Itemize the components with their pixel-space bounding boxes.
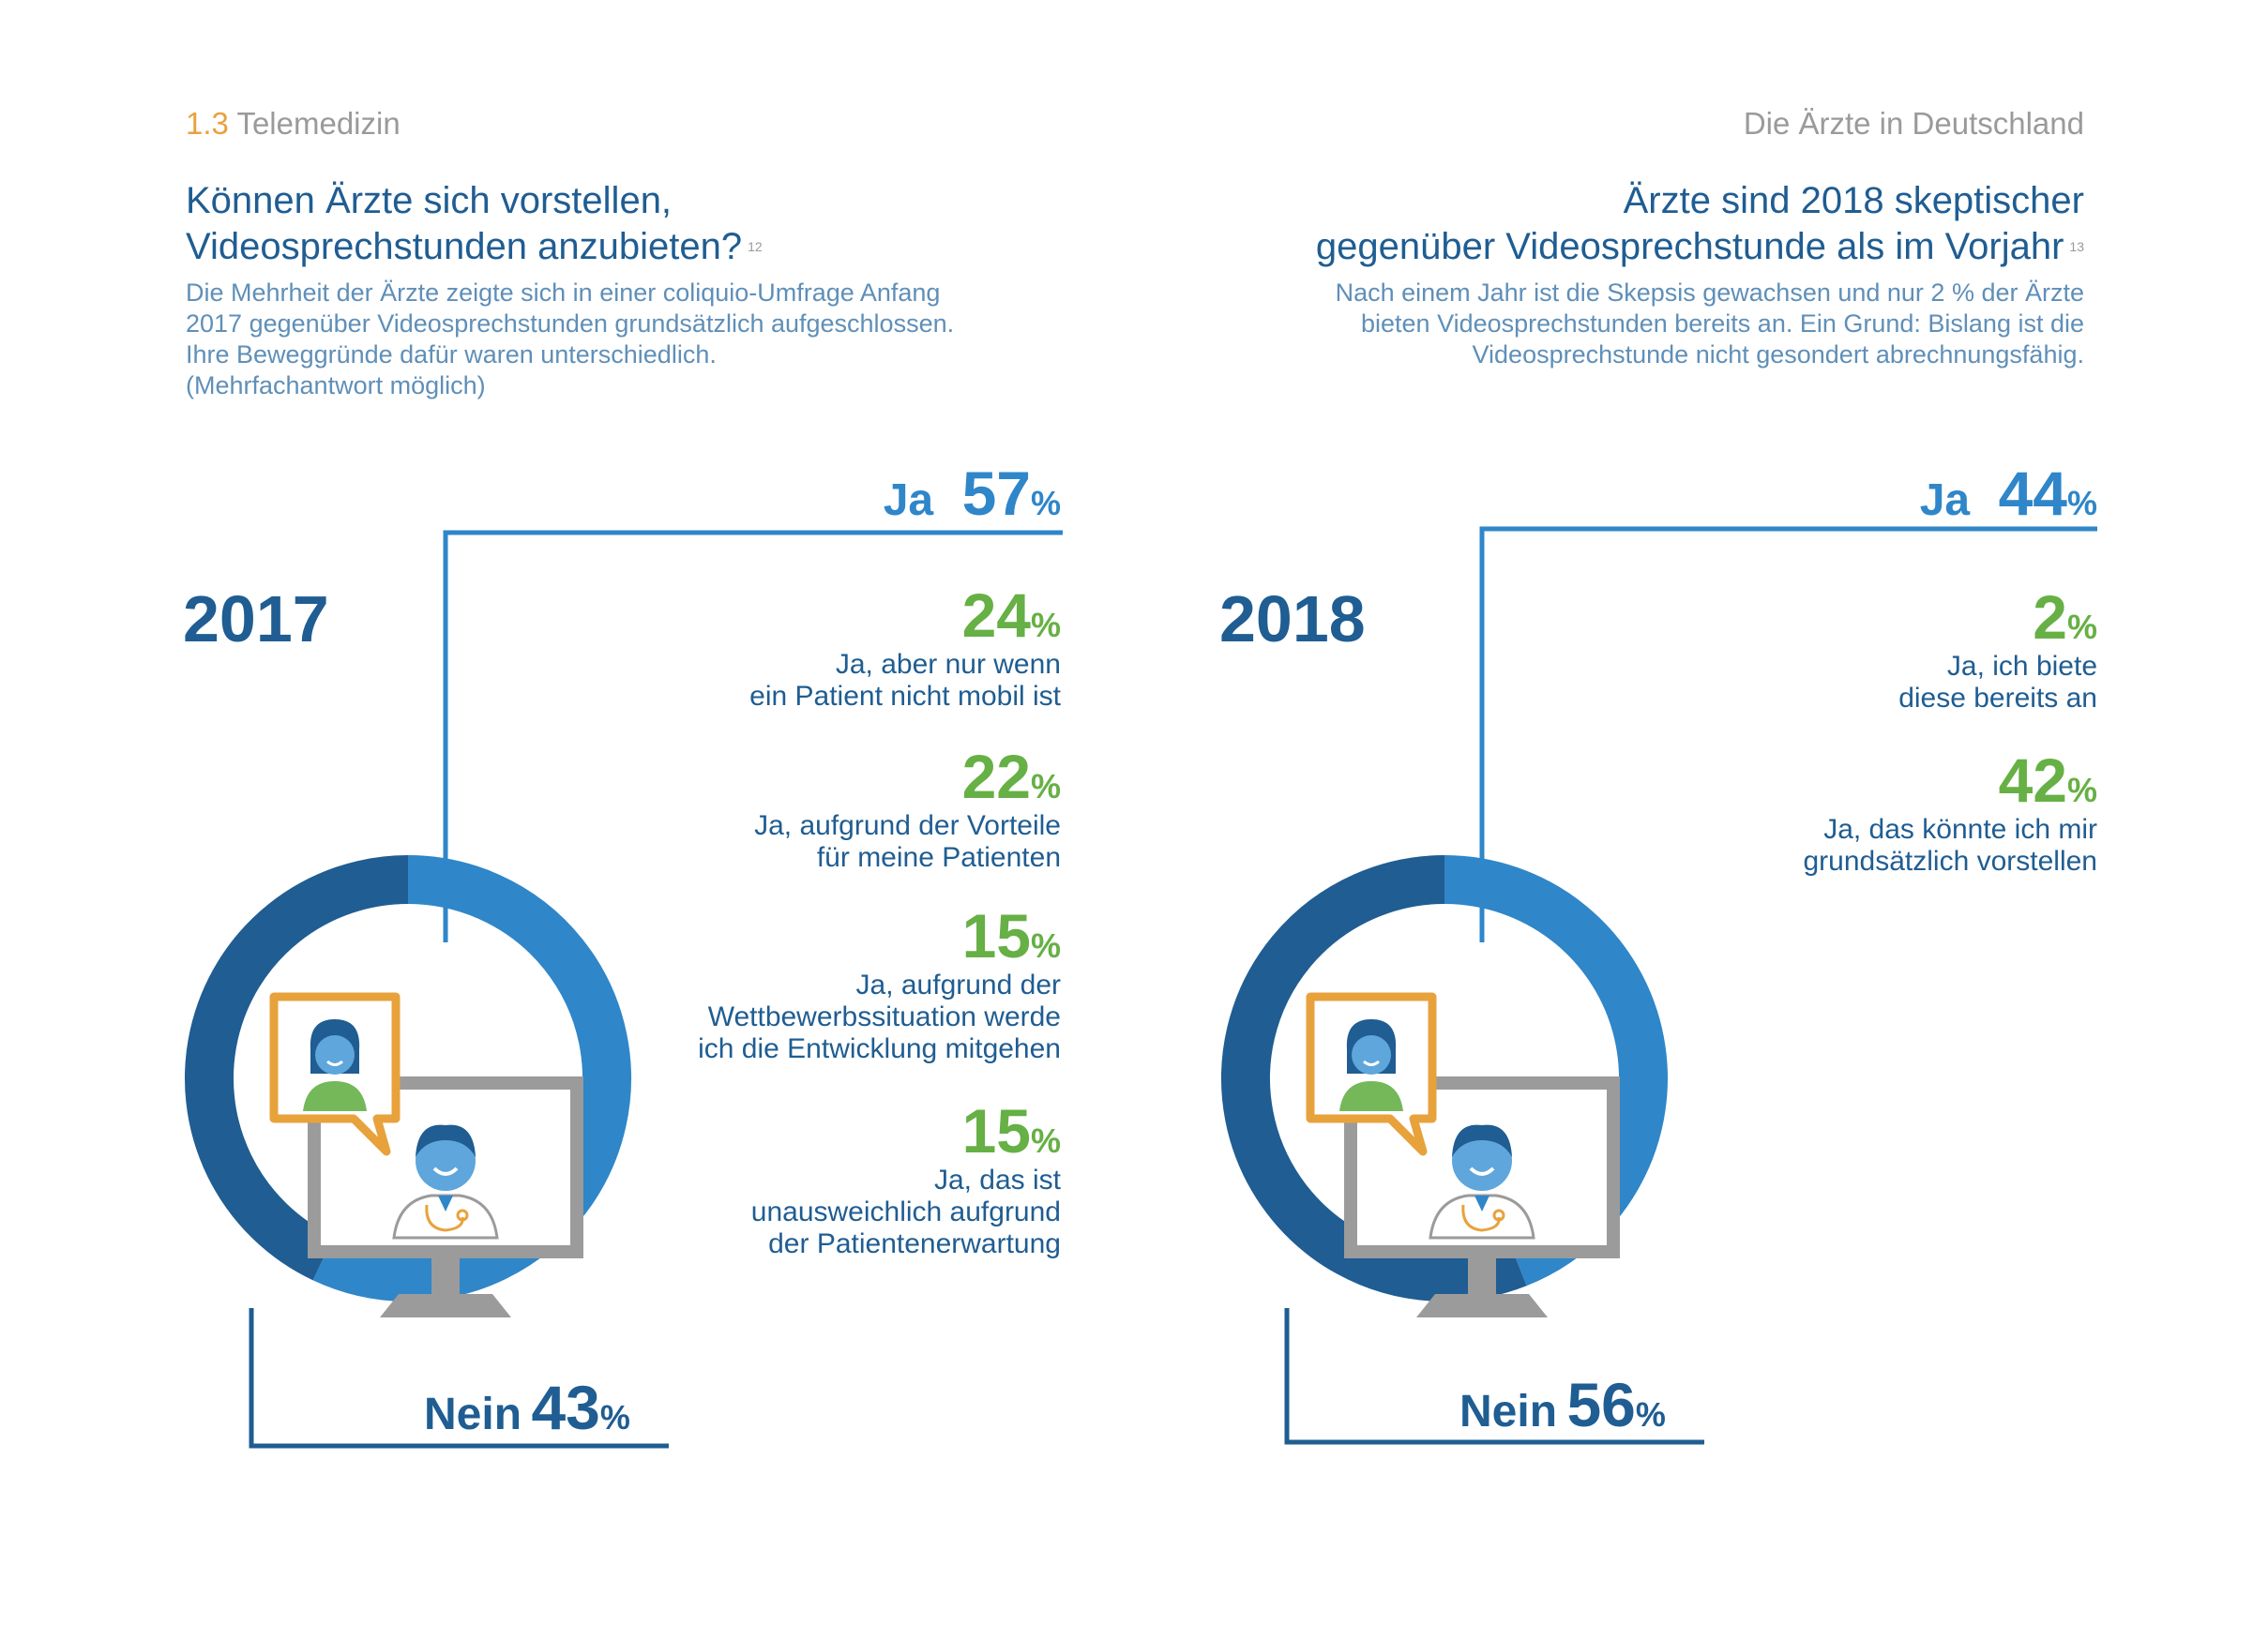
percent-sign: % xyxy=(1030,606,1061,644)
breakdown-item-2017-4: 15% Ja, das ist unausweichlich aufgrund … xyxy=(751,1097,1061,1260)
breakdown-label: für meine Patienten xyxy=(816,842,1061,873)
nein-label: Nein xyxy=(1459,1387,1558,1437)
left-intro-line: 2017 gegenüber Videosprechstunden grunds… xyxy=(186,309,955,338)
percent-sign: % xyxy=(2066,484,2097,522)
nein-value: 43 xyxy=(531,1373,600,1442)
telemedicine-illustration-2017 xyxy=(269,992,583,1317)
nein-connector-2018 xyxy=(1284,1308,1704,1445)
patient-icon xyxy=(303,1019,367,1111)
right-footnote: 13 xyxy=(2069,239,2084,254)
patient-speech-bubble xyxy=(269,992,401,1156)
monitor-base xyxy=(380,1294,511,1317)
right-intro-line: bieten Videosprechstunden bereits an. Ei… xyxy=(1361,309,2084,338)
nein-connector-2017 xyxy=(249,1308,669,1449)
donut-segment-nein-2018 xyxy=(1221,855,1527,1302)
breakdown-label: Wettbewerbssituation werde xyxy=(707,1001,1061,1032)
breakdown-label: Ja, aufgrund der Vorteile xyxy=(754,810,1061,841)
left-intro-line: Die Mehrheit der Ärzte zeigte sich in ei… xyxy=(186,278,941,307)
doctor-icon xyxy=(1429,1124,1535,1240)
ja-connector-2018 xyxy=(1479,526,2097,942)
ja-label: Ja xyxy=(883,475,934,525)
breakdown-label: Ja, das ist xyxy=(933,1165,1061,1196)
section-title: Telemedizin xyxy=(236,106,401,141)
percent-sign: % xyxy=(2066,608,2097,646)
ja-label: Ja xyxy=(1919,475,1971,525)
breakdown-label: ein Patient nicht mobil ist xyxy=(749,681,1061,712)
ja-value: 57 xyxy=(961,459,1031,528)
ja-total-2017: Ja 57% xyxy=(884,458,1061,529)
year-label-2018: 2018 xyxy=(1219,582,1366,655)
ja-total-2018: Ja 44% xyxy=(1920,458,2097,529)
section-header: 1.3 Telemedizin xyxy=(186,106,401,142)
percent-sign: % xyxy=(1030,1121,1061,1160)
breakdown-value: 22 xyxy=(961,742,1031,811)
ja-connector-2017 xyxy=(443,530,1063,942)
breakdown-label: Ja, aber nur wenn xyxy=(835,649,1061,680)
breakdown-label: ich die Entwicklung mitgehen xyxy=(698,1033,1061,1064)
percent-sign: % xyxy=(1030,926,1061,965)
percent-sign: % xyxy=(2066,771,2097,809)
left-title-line2: Videosprechstunden anzubieten? xyxy=(186,226,743,267)
percent-sign: % xyxy=(1635,1395,1666,1434)
section-number: 1.3 xyxy=(186,106,229,141)
breakdown-value: 24 xyxy=(961,580,1031,650)
nein-total-2018: Nein 56% xyxy=(1459,1369,1666,1440)
nein-value: 56 xyxy=(1566,1370,1636,1439)
left-intro-line: (Mehrfachantwort möglich) xyxy=(186,371,486,399)
percent-sign: % xyxy=(599,1398,630,1437)
right-intro-line: Nach einem Jahr ist die Skepsis gewachse… xyxy=(1335,278,2084,307)
breakdown-item-2018-2: 42% Ja, das könnte ich mir grundsätzlich… xyxy=(1804,746,2098,878)
breakdown-item-2017-2: 22% Ja, aufgrund der Vorteile für meine … xyxy=(754,743,1061,874)
patient-icon xyxy=(1339,1019,1403,1111)
monitor-stand xyxy=(1468,1258,1496,1296)
patient-speech-bubble xyxy=(1306,992,1437,1156)
right-title-line1: Ärzte sind 2018 skeptischer xyxy=(1623,180,2084,221)
publication-title: Die Ärzte in Deutschland xyxy=(1743,106,2084,141)
doctor-icon xyxy=(392,1124,499,1240)
ja-value: 44 xyxy=(1998,459,2067,528)
breakdown-label: der Patientenerwartung xyxy=(768,1228,1061,1259)
breakdown-label: Ja, aufgrund der xyxy=(855,970,1061,1001)
left-title-line1: Können Ärzte sich vorstellen, xyxy=(186,180,673,221)
breakdown-item-2017-3: 15% Ja, aufgrund der Wettbewerbssituatio… xyxy=(698,902,1061,1065)
percent-sign: % xyxy=(1030,767,1061,805)
monitor-stand xyxy=(431,1258,460,1296)
breakdown-value: 42 xyxy=(1998,745,2067,815)
breakdown-label: Ja, das könnte ich mir xyxy=(1823,814,2097,845)
left-intro: Die Mehrheit der Ärzte zeigte sich in ei… xyxy=(186,278,954,401)
breakdown-label: Ja, ich biete xyxy=(1946,651,2097,682)
breakdown-item-2018-1: 2% Ja, ich biete diese bereits an xyxy=(1898,583,2097,715)
left-title: Können Ärzte sich vorstellen, Videosprec… xyxy=(186,178,763,270)
breakdown-label: diese bereits an xyxy=(1898,683,2097,714)
right-intro: Nach einem Jahr ist die Skepsis gewachse… xyxy=(1336,278,2084,370)
left-intro-line: Ihre Beweggründe dafür waren unterschied… xyxy=(186,340,717,369)
right-intro-line: Videosprechstunde nicht gesondert abrech… xyxy=(1472,340,2084,369)
nein-label: Nein xyxy=(424,1390,522,1439)
breakdown-item-2017-1: 24% Ja, aber nur wenn ein Patient nicht … xyxy=(749,581,1061,713)
percent-sign: % xyxy=(1030,484,1061,522)
breakdown-label: unausweichlich aufgrund xyxy=(750,1196,1061,1227)
right-title-line2: gegenüber Videosprechstunde als im Vorja… xyxy=(1315,226,2064,267)
right-title: Ärzte sind 2018 skeptischer gegenüber Vi… xyxy=(1316,178,2084,270)
breakdown-value: 15 xyxy=(961,1096,1031,1166)
donut-segment-nein-2017 xyxy=(185,855,409,1281)
breakdown-value: 2 xyxy=(2033,582,2067,652)
year-label-2017: 2017 xyxy=(183,582,329,655)
monitor-base xyxy=(1416,1294,1548,1317)
left-footnote: 12 xyxy=(748,239,763,254)
breakdown-label: grundsätzlich vorstellen xyxy=(1803,846,2098,877)
breakdown-value: 15 xyxy=(961,901,1031,970)
telemedicine-illustration-2018 xyxy=(1306,992,1620,1317)
nein-total-2017: Nein 43% xyxy=(424,1372,630,1443)
